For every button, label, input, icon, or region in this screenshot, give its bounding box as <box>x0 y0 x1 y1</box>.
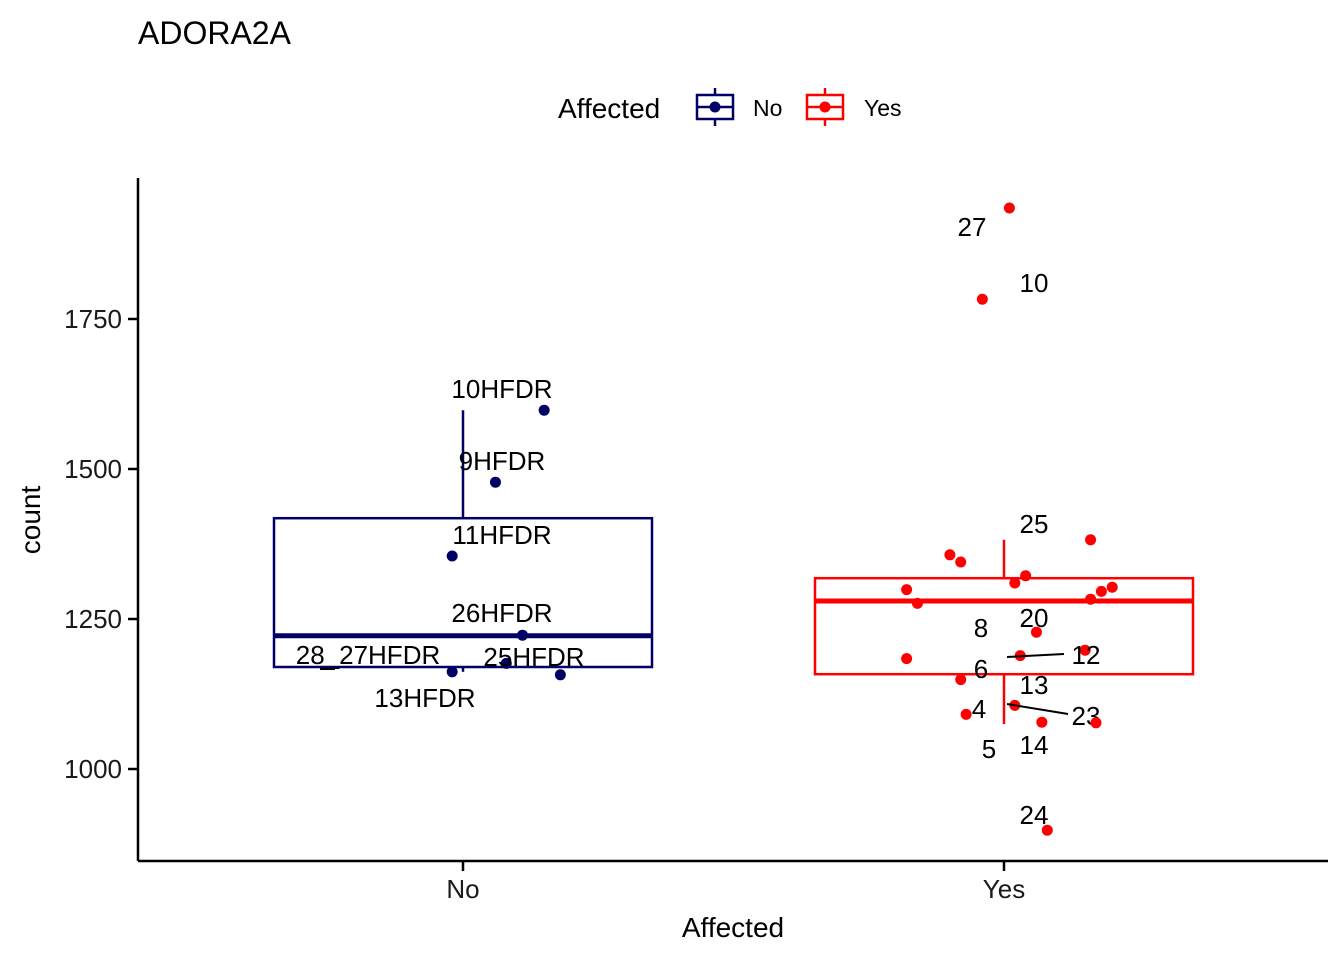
legend-label-no: No <box>753 95 782 121</box>
data-point <box>1009 577 1021 589</box>
box-iqr <box>272 516 654 669</box>
point-label: 6 <box>974 654 988 684</box>
data-point <box>1079 644 1091 656</box>
y-axis-ticks: 1000 1250 1500 1750 <box>64 304 138 784</box>
data-point <box>1085 534 1097 546</box>
data-point <box>1095 585 1107 597</box>
label-leader-line <box>1006 653 1065 658</box>
y-tick-label: 1250 <box>64 604 122 634</box>
y-tick-label: 1500 <box>64 454 122 484</box>
boxplots <box>272 410 1195 724</box>
data-point <box>911 597 923 609</box>
data-point <box>489 476 501 488</box>
data-point <box>955 674 967 686</box>
boxplot-yes <box>813 539 1195 724</box>
x-axis-label: Affected <box>682 912 784 943</box>
legend-label-yes: Yes <box>864 95 902 121</box>
point-label: 26HFDR <box>451 598 552 628</box>
data-point <box>517 629 529 641</box>
data-point <box>1020 570 1032 582</box>
data-point <box>955 556 967 568</box>
data-point <box>901 584 913 596</box>
point-label: 13HFDR <box>374 683 475 713</box>
data-point <box>1036 716 1048 728</box>
data-point <box>1041 824 1053 836</box>
point-label: 25HFDR <box>483 642 584 672</box>
legend-key-no <box>695 88 735 126</box>
point-label: 10 <box>1020 268 1049 298</box>
point-label: 20 <box>1020 603 1049 633</box>
point-label: 10HFDR <box>451 374 552 404</box>
legend: Affected No Yes <box>558 88 902 126</box>
y-tick-label: 1000 <box>64 754 122 784</box>
point-label: 5 <box>982 734 996 764</box>
x-tick-label: No <box>446 874 479 904</box>
point-label: 9HFDR <box>459 446 546 476</box>
data-point <box>446 550 458 562</box>
point-label: 25 <box>1020 509 1049 539</box>
y-axis-label: count <box>15 486 46 555</box>
data-point <box>538 404 550 416</box>
x-tick-label: Yes <box>983 874 1025 904</box>
point-label: 11HFDR <box>452 520 551 550</box>
chart-title: ADORA2A <box>138 15 292 51</box>
point-label: 14 <box>1020 730 1049 760</box>
label-leader-line <box>1006 703 1069 715</box>
point-label: 13 <box>1020 670 1049 700</box>
data-point <box>500 657 512 669</box>
y-tick-label: 1750 <box>64 304 122 334</box>
point-label: 27 <box>958 212 987 242</box>
data-point <box>1003 202 1015 214</box>
point-label: 12 <box>1072 640 1101 670</box>
data-point <box>976 293 988 305</box>
data-point <box>446 666 458 678</box>
point-label: 28_27HFDR <box>296 640 441 670</box>
legend-title: Affected <box>558 93 660 124</box>
point-label: 24 <box>1020 800 1049 830</box>
data-point <box>1030 626 1042 638</box>
data-point <box>1106 581 1118 593</box>
point-label: 8 <box>974 613 988 643</box>
boxplot-no <box>272 410 654 672</box>
data-point <box>1090 717 1102 729</box>
point-label: 4 <box>972 694 986 724</box>
data-point <box>1085 593 1097 605</box>
data-point <box>554 669 566 681</box>
data-point <box>960 708 972 720</box>
box-iqr <box>813 576 1195 676</box>
data-point <box>901 653 913 665</box>
data-points: 10HFDR 9HFDR 11HFDR 26HFDR 25HFDR 28_27HFDR 13… <box>296 202 1118 836</box>
legend-key-yes <box>805 88 845 126</box>
data-point <box>944 549 956 561</box>
x-axis-ticks: No Yes <box>446 861 1025 904</box>
